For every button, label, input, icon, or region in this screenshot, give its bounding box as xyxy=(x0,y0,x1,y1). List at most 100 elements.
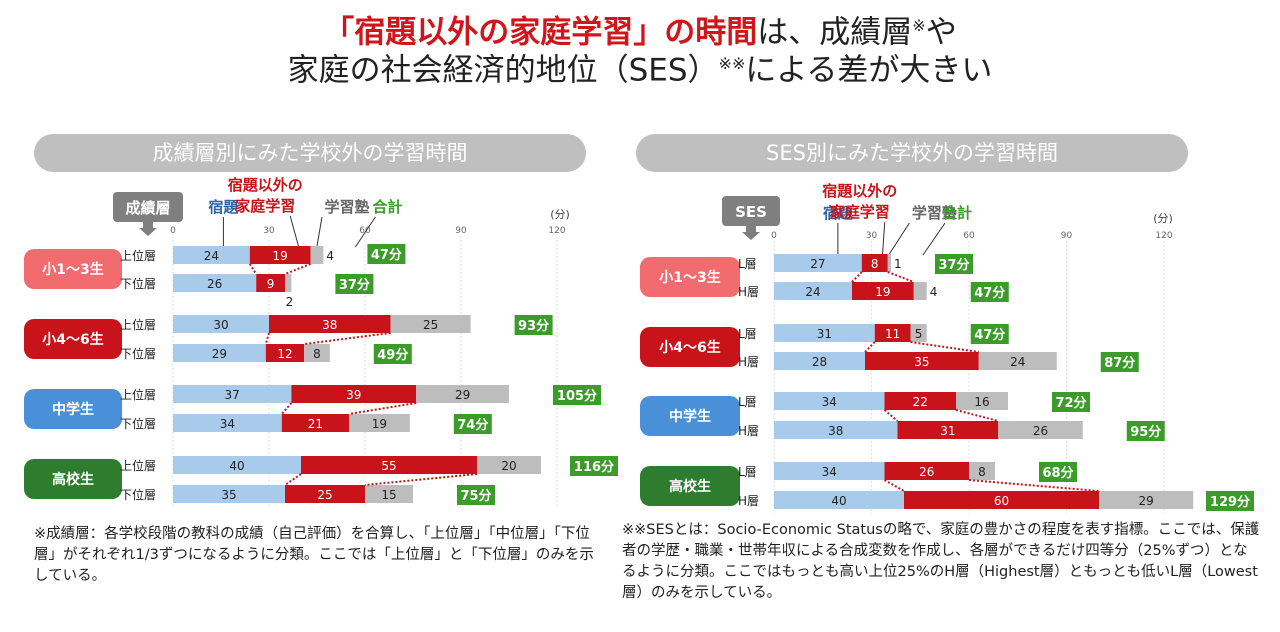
right-value-label-2-1-s0: 38 xyxy=(828,424,843,438)
left-bar-2-0-s2 xyxy=(416,385,509,403)
right-legend-home-study-1: 宿題以外の xyxy=(822,182,897,200)
right-value-label-1-1-s1: 35 xyxy=(914,355,929,369)
left-total-box-0-0 xyxy=(367,244,406,264)
right-value-label-1-0-s1: 11 xyxy=(885,327,900,341)
left-bar-1-0-s1 xyxy=(269,315,391,333)
right-group-tag-label: SES xyxy=(735,203,767,221)
headline-line-1-text: は、成績層 xyxy=(757,14,913,51)
left-bar-0-0-s1 xyxy=(249,246,311,264)
left-value-label-2-1-s0: 34 xyxy=(220,417,235,431)
left-legend-home-study-1: 宿題以外の xyxy=(228,176,303,194)
left-group-name-1: 小4～6生 xyxy=(42,331,103,348)
left-bar-2-0-s1 xyxy=(291,385,417,403)
right-value-label-3-0-s2: 8 xyxy=(978,465,986,479)
right-group-pill-2 xyxy=(640,396,740,436)
left-value-label-2-0-s1: 39 xyxy=(346,388,361,402)
left-group-pill-2 xyxy=(24,389,122,429)
left-bar-2-1-s1 xyxy=(281,414,349,432)
left-value-label-3-1-s2: 15 xyxy=(381,488,396,502)
right-value-label-3-1-s2: 29 xyxy=(1138,494,1153,508)
right-bar-1-1-s1 xyxy=(865,352,979,370)
headline-line-2: 家庭の社会経済的地位（SES）※※による差が大きい xyxy=(0,46,1280,88)
right-group-pill-3 xyxy=(640,466,740,506)
right-tick-label-120: 120 xyxy=(1155,231,1172,241)
right-value-label-1-1-s0: 28 xyxy=(812,355,827,369)
right-tick-label-90: 90 xyxy=(1061,231,1073,241)
left-value-label-0-0-s2: 4 xyxy=(326,249,334,263)
left-value-label-0-1-s1: 9 xyxy=(267,277,275,291)
right-bar-2-0-s2 xyxy=(956,392,1008,410)
left-connector-right-1 xyxy=(304,332,391,345)
left-total-label-0-0: 47分 xyxy=(371,247,402,263)
right-legend-juku: 学習塾 xyxy=(912,204,957,222)
right-row-label-1-1: H層 xyxy=(738,355,759,369)
right-row-label-1-0: L層 xyxy=(738,327,757,341)
left-value-label-2-0-s2: 29 xyxy=(455,388,470,402)
left-connector-right-3 xyxy=(364,473,478,486)
right-value-label-2-1-s1: 31 xyxy=(940,424,955,438)
left-value-label-0-1-s2: 2 xyxy=(286,295,294,309)
left-total-box-3-0 xyxy=(570,456,618,476)
right-bar-3-0-s0 xyxy=(774,462,885,480)
headline-line-2-tail: による差が大きい xyxy=(745,52,993,89)
left-group-tag-label: 成績層 xyxy=(125,199,170,217)
left-legend-homework: 宿題 xyxy=(208,198,239,216)
left-value-label-1-0-s1: 38 xyxy=(322,318,337,332)
right-value-label-0-0-s2: 1 xyxy=(894,257,902,271)
left-tick-label-0: 0 xyxy=(170,226,176,236)
right-bar-2-0-s0 xyxy=(774,392,885,410)
right-bar-3-1-s1 xyxy=(904,491,1099,509)
left-total-label-3-0: 116分 xyxy=(574,459,614,475)
left-bar-0-1-s0 xyxy=(173,274,257,292)
right-group-name-0: 小1～3生 xyxy=(659,269,720,286)
left-group-name-0: 小1～3生 xyxy=(42,261,103,278)
right-connector-left-3 xyxy=(884,479,905,492)
right-total-label-2-1: 95分 xyxy=(1130,424,1161,440)
left-row-label-1-0: 上位層 xyxy=(120,317,156,332)
left-legend-juku: 学習塾 xyxy=(324,198,369,216)
right-legend-home-study-leader xyxy=(882,221,886,255)
right-row-label-3-0: L層 xyxy=(738,465,757,479)
right-value-label-3-1-s1: 60 xyxy=(994,494,1009,508)
left-total-label-1-1: 49分 xyxy=(377,347,408,363)
right-connector-right-1 xyxy=(910,341,979,353)
left-bar-3-1-s2 xyxy=(365,485,413,503)
right-total-box-0-0 xyxy=(935,254,973,274)
left-value-label-0-0-s0: 24 xyxy=(204,249,219,263)
left-group-name-3: 高校生 xyxy=(52,471,94,488)
right-group-name-2: 中学生 xyxy=(669,408,711,425)
left-value-label-1-1-s1: 12 xyxy=(277,347,292,361)
left-connector-right-2 xyxy=(348,402,417,415)
right-connector-left-0 xyxy=(851,271,863,283)
right-value-label-0-1-s0: 24 xyxy=(805,285,820,299)
left-value-label-0-1-s0: 26 xyxy=(207,277,222,291)
right-total-box-3-0 xyxy=(1039,462,1077,482)
right-bar-1-0-s1 xyxy=(874,324,911,342)
right-value-label-0-0-s1: 8 xyxy=(871,257,879,271)
left-legend-home-study-leader xyxy=(289,215,299,247)
left-total-label-2-0: 105分 xyxy=(557,388,597,404)
right-bar-1-0-s2 xyxy=(910,324,927,342)
headline-footnote-mark: ※ xyxy=(912,16,926,35)
left-legend-home-study-2: 家庭学習 xyxy=(235,197,295,215)
right-total-box-2-0 xyxy=(1052,392,1090,412)
right-legend-total-leader xyxy=(922,222,946,256)
right-tick-label-30: 30 xyxy=(866,231,878,241)
left-bar-2-0-s0 xyxy=(173,385,292,403)
left-chart-title: 成績層別にみた学校外の学習時間 xyxy=(34,134,586,172)
right-value-label-0-1-s2: 4 xyxy=(930,285,938,299)
right-group-name-3: 高校生 xyxy=(669,478,711,495)
left-group-pill-0 xyxy=(24,249,122,289)
left-legend-juku-leader xyxy=(316,216,323,247)
right-connector-right-3 xyxy=(968,479,1100,492)
left-row-label-3-1: 下位層 xyxy=(120,487,156,502)
left-total-box-1-0 xyxy=(514,315,553,335)
left-total-box-0-1 xyxy=(335,274,374,294)
left-group-name-2: 中学生 xyxy=(52,401,94,418)
right-group-tag-arrow xyxy=(742,226,760,240)
right-connector-left-2 xyxy=(883,409,899,422)
left-bar-2-1-s2 xyxy=(349,414,410,432)
left-total-label-1-0: 93分 xyxy=(518,318,549,334)
left-total-box-2-1 xyxy=(453,414,492,434)
